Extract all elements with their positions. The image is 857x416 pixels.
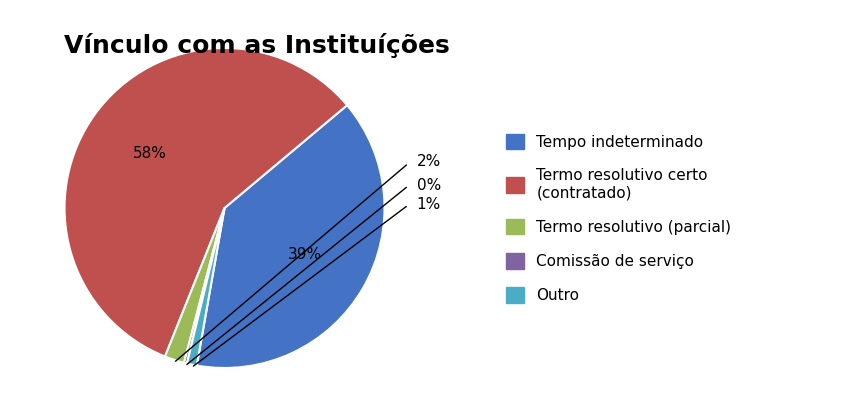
Wedge shape bbox=[165, 208, 225, 363]
Text: 1%: 1% bbox=[417, 197, 440, 212]
Text: 2%: 2% bbox=[417, 154, 440, 169]
Wedge shape bbox=[184, 208, 225, 364]
Wedge shape bbox=[64, 48, 347, 357]
Legend: Tempo indeterminado, Termo resolutivo certo
(contratado), Termo resolutivo (parc: Tempo indeterminado, Termo resolutivo ce… bbox=[498, 126, 739, 311]
Text: 58%: 58% bbox=[133, 146, 166, 161]
Text: 0%: 0% bbox=[417, 178, 440, 193]
Wedge shape bbox=[187, 208, 225, 366]
Wedge shape bbox=[197, 105, 385, 368]
Text: Vínculo com as Instituíções: Vínculo com as Instituíções bbox=[64, 33, 450, 58]
Text: 39%: 39% bbox=[288, 247, 322, 262]
